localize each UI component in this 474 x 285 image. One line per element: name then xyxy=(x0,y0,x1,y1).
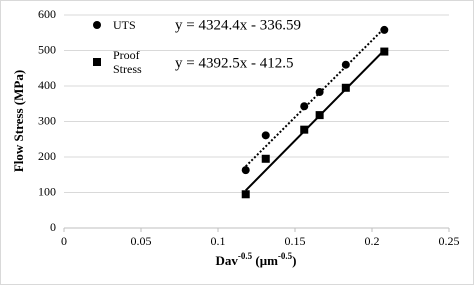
x-tick-label: 0.15 xyxy=(285,234,306,248)
x-tick-label: 0 xyxy=(61,234,67,248)
x-label-sup: -0.5 xyxy=(238,251,253,261)
point xyxy=(241,166,250,175)
y-tick-label: 600 xyxy=(38,7,56,21)
x-tick-label: 0.05 xyxy=(131,234,152,248)
point xyxy=(261,131,270,140)
y-tick-label: 0 xyxy=(50,220,56,234)
trendline-equation: y = 4324.4x - 336.59 xyxy=(175,17,301,33)
x-tick-label: 0.2 xyxy=(365,234,380,248)
x-label-part: Dav xyxy=(215,253,238,268)
point xyxy=(341,60,350,69)
x-tick-label: 0.1 xyxy=(211,234,226,248)
y-tick-label: 100 xyxy=(38,184,56,198)
x-label-part: (μm xyxy=(252,253,278,268)
x-tick-label: 0.25 xyxy=(439,234,460,248)
x-axis-label: Dav-0.5 (μm-0.5) xyxy=(215,251,296,268)
y-tick-label: 300 xyxy=(38,113,56,127)
point xyxy=(300,125,309,134)
legend-marker xyxy=(93,58,101,66)
y-tick-label: 400 xyxy=(38,78,56,92)
point xyxy=(300,102,309,111)
point xyxy=(315,88,324,97)
trendline xyxy=(245,27,386,168)
point xyxy=(315,111,324,120)
legend-marker xyxy=(93,21,101,29)
trendline xyxy=(245,49,386,192)
y-tick-label: 500 xyxy=(38,42,56,56)
y-axis-label: Flow Stress (MPa) xyxy=(11,70,26,172)
point xyxy=(241,190,250,199)
point xyxy=(380,47,389,56)
x-label-sup: -0.5 xyxy=(278,251,293,261)
y-tick-label: 200 xyxy=(38,149,56,163)
x-label-part: ) xyxy=(292,253,296,268)
legend-label: UTS xyxy=(113,18,136,32)
point xyxy=(261,154,270,163)
point xyxy=(341,83,350,92)
legend-label: Proof Stress xyxy=(113,48,142,76)
point xyxy=(380,25,389,34)
trendline-equation: y = 4392.5x - 412.5 xyxy=(175,55,293,71)
